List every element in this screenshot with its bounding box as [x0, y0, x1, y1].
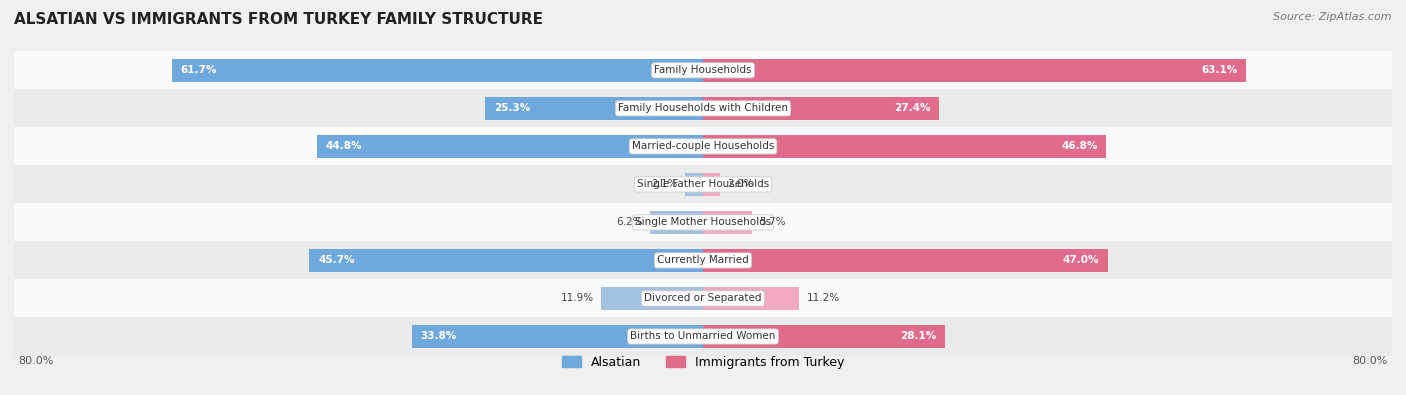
Text: 27.4%: 27.4% [894, 103, 931, 113]
Text: 47.0%: 47.0% [1063, 256, 1099, 265]
Bar [14, 241, 1392, 280]
Text: 2.1%: 2.1% [651, 179, 678, 190]
Text: Source: ZipAtlas.com: Source: ZipAtlas.com [1274, 12, 1392, 22]
Text: 80.0%: 80.0% [18, 356, 53, 365]
Bar [14, 51, 1392, 89]
Text: 11.9%: 11.9% [561, 293, 593, 303]
Text: 61.7%: 61.7% [180, 65, 217, 75]
Text: 46.8%: 46.8% [1062, 141, 1098, 151]
Bar [650, 211, 703, 234]
Bar [703, 325, 945, 348]
Text: Divorced or Separated: Divorced or Separated [644, 293, 762, 303]
Legend: Alsatian, Immigrants from Turkey: Alsatian, Immigrants from Turkey [557, 351, 849, 374]
Bar [703, 211, 752, 234]
Bar [703, 97, 939, 120]
Text: 80.0%: 80.0% [1353, 356, 1388, 365]
Bar [412, 325, 703, 348]
Bar [14, 203, 1392, 241]
Bar [703, 173, 720, 196]
Bar [14, 89, 1392, 128]
Text: Family Households: Family Households [654, 65, 752, 75]
Bar [485, 97, 703, 120]
Bar [14, 280, 1392, 318]
Text: 63.1%: 63.1% [1202, 65, 1237, 75]
Bar [685, 173, 703, 196]
Text: Family Households with Children: Family Households with Children [619, 103, 787, 113]
Bar [600, 287, 703, 310]
Text: Births to Unmarried Women: Births to Unmarried Women [630, 331, 776, 342]
Text: Married-couple Households: Married-couple Households [631, 141, 775, 151]
Text: Currently Married: Currently Married [657, 256, 749, 265]
Bar [172, 58, 703, 82]
Text: Single Father Households: Single Father Households [637, 179, 769, 190]
Text: 5.7%: 5.7% [759, 217, 786, 228]
Text: 44.8%: 44.8% [326, 141, 363, 151]
Text: 2.0%: 2.0% [727, 179, 754, 190]
Text: 45.7%: 45.7% [318, 256, 354, 265]
Bar [14, 127, 1392, 166]
Text: 25.3%: 25.3% [494, 103, 530, 113]
Text: 6.2%: 6.2% [616, 217, 643, 228]
Text: 33.8%: 33.8% [420, 331, 457, 342]
Text: Single Mother Households: Single Mother Households [636, 217, 770, 228]
Bar [703, 58, 1246, 82]
Bar [703, 249, 1108, 272]
Bar [14, 318, 1392, 356]
Text: 11.2%: 11.2% [807, 293, 839, 303]
Bar [703, 287, 800, 310]
Text: ALSATIAN VS IMMIGRANTS FROM TURKEY FAMILY STRUCTURE: ALSATIAN VS IMMIGRANTS FROM TURKEY FAMIL… [14, 12, 543, 27]
Bar [14, 166, 1392, 203]
Bar [309, 249, 703, 272]
Text: 28.1%: 28.1% [900, 331, 936, 342]
Bar [318, 135, 703, 158]
Bar [703, 135, 1107, 158]
